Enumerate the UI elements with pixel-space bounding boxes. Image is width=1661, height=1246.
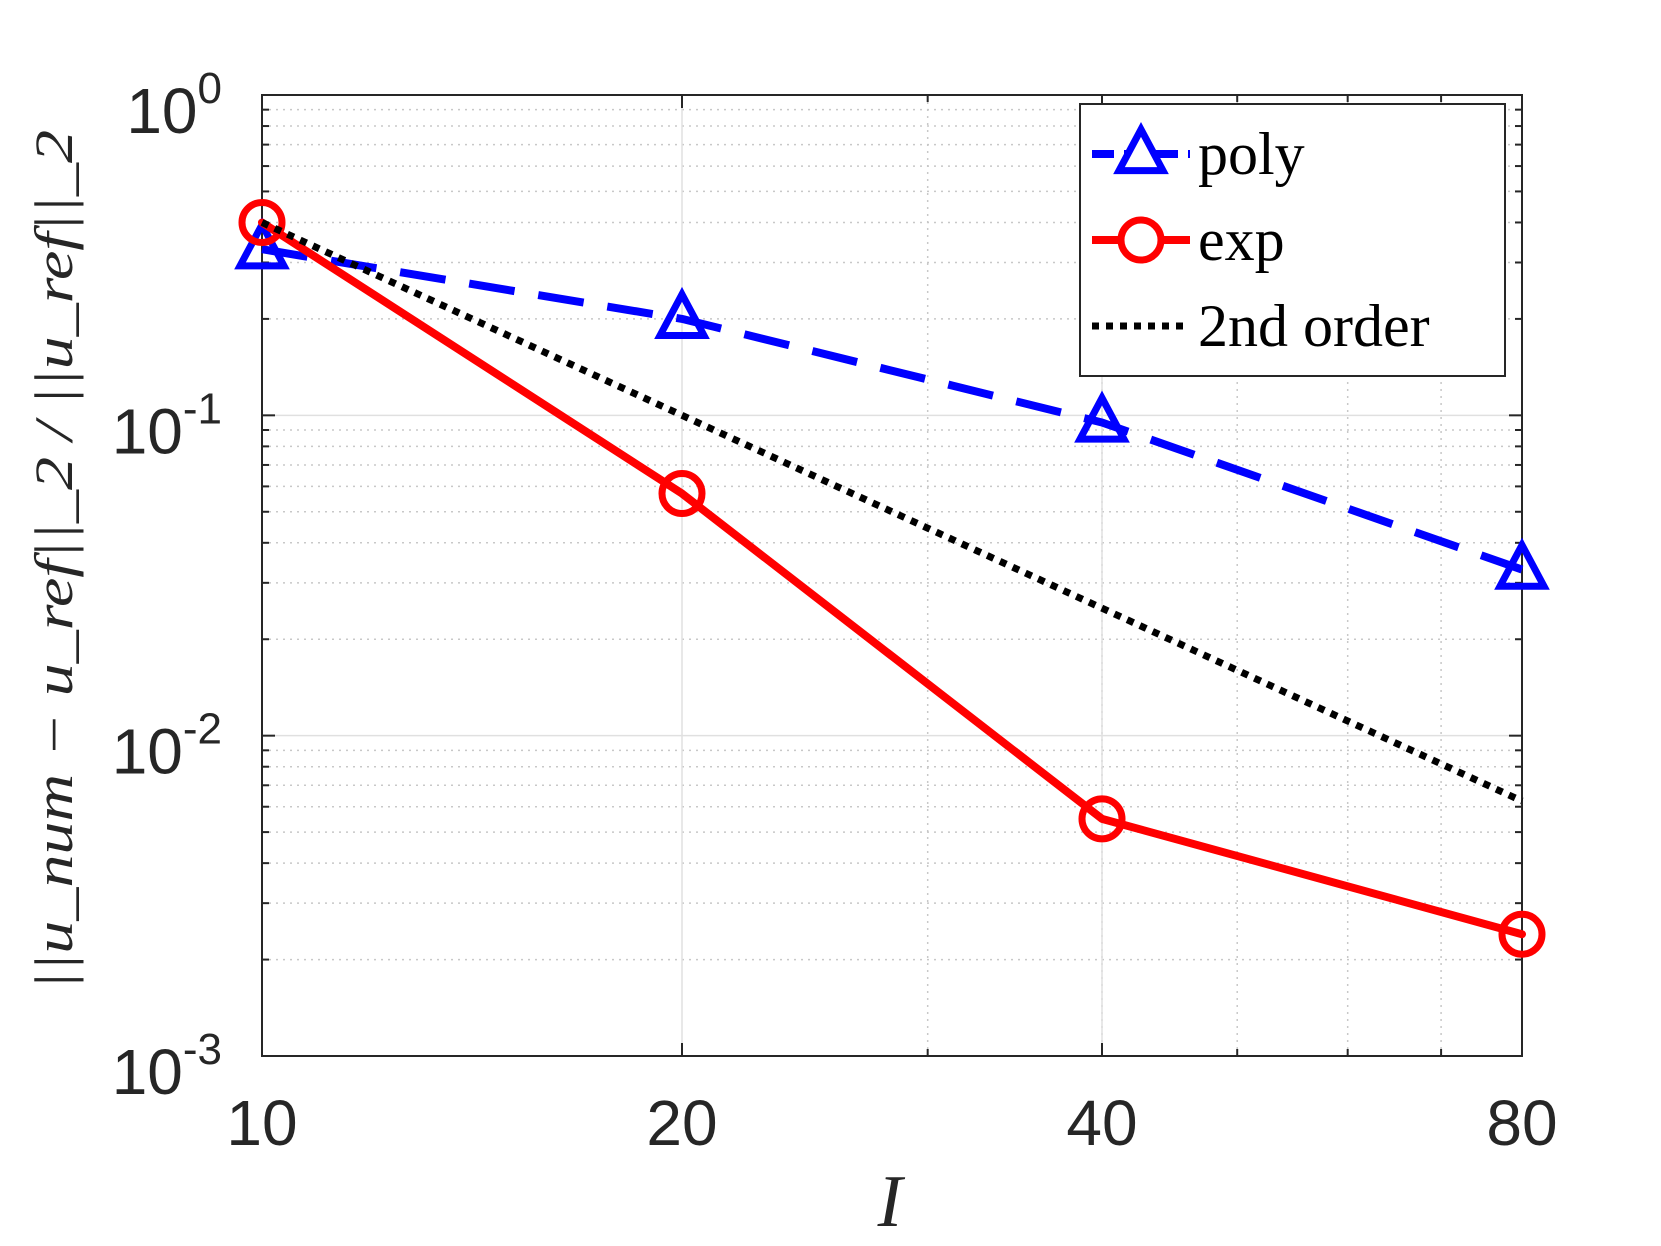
legend-marker-triangle: [1113, 122, 1169, 175]
legend-marker-circle: [1117, 216, 1165, 264]
x-tick-label: 40: [1066, 1087, 1137, 1159]
y-tick-label: 10-1: [112, 384, 222, 467]
y-tick-label: 10-2: [112, 705, 222, 788]
data-point-exp: [658, 470, 706, 518]
data-point-exp: [238, 198, 286, 246]
legend-label: 2nd order: [1198, 293, 1430, 359]
tick-labels: 10 20 40 80 10-3 10-2 10-1 100: [112, 64, 1558, 1159]
data-point-exp: [1498, 910, 1546, 958]
x-tick-label: 10: [226, 1087, 297, 1159]
data-point-poly: [1494, 537, 1550, 590]
axes-frame: [261, 94, 1523, 1057]
series-line-exp: [258, 218, 1526, 939]
x-tick-label: 20: [646, 1087, 717, 1159]
axes-box: [261, 94, 1523, 1057]
axis-titles: I ||u_num − u_ref||_2 / ||u_ref||_2: [24, 130, 906, 1243]
y-tick-label: 10-3: [112, 1025, 222, 1108]
x-tick-label: 80: [1486, 1087, 1557, 1159]
data-point-poly: [234, 217, 290, 270]
data-point-exp: [1078, 795, 1126, 843]
plot-area: [234, 198, 1550, 958]
y-axis-label: ||u_num − u_ref||_2 / ||u_ref||_2: [24, 130, 84, 990]
legend-label: poly: [1198, 121, 1305, 187]
legend-label: exp: [1198, 207, 1285, 273]
series-line-poly: [261, 245, 1524, 574]
legend: poly exp 2nd order: [1079, 103, 1506, 377]
y-tick-label: 100: [126, 64, 222, 147]
data-point-poly: [654, 286, 710, 340]
data-point-poly: [1074, 390, 1130, 443]
x-axis-label: I: [877, 1161, 906, 1243]
